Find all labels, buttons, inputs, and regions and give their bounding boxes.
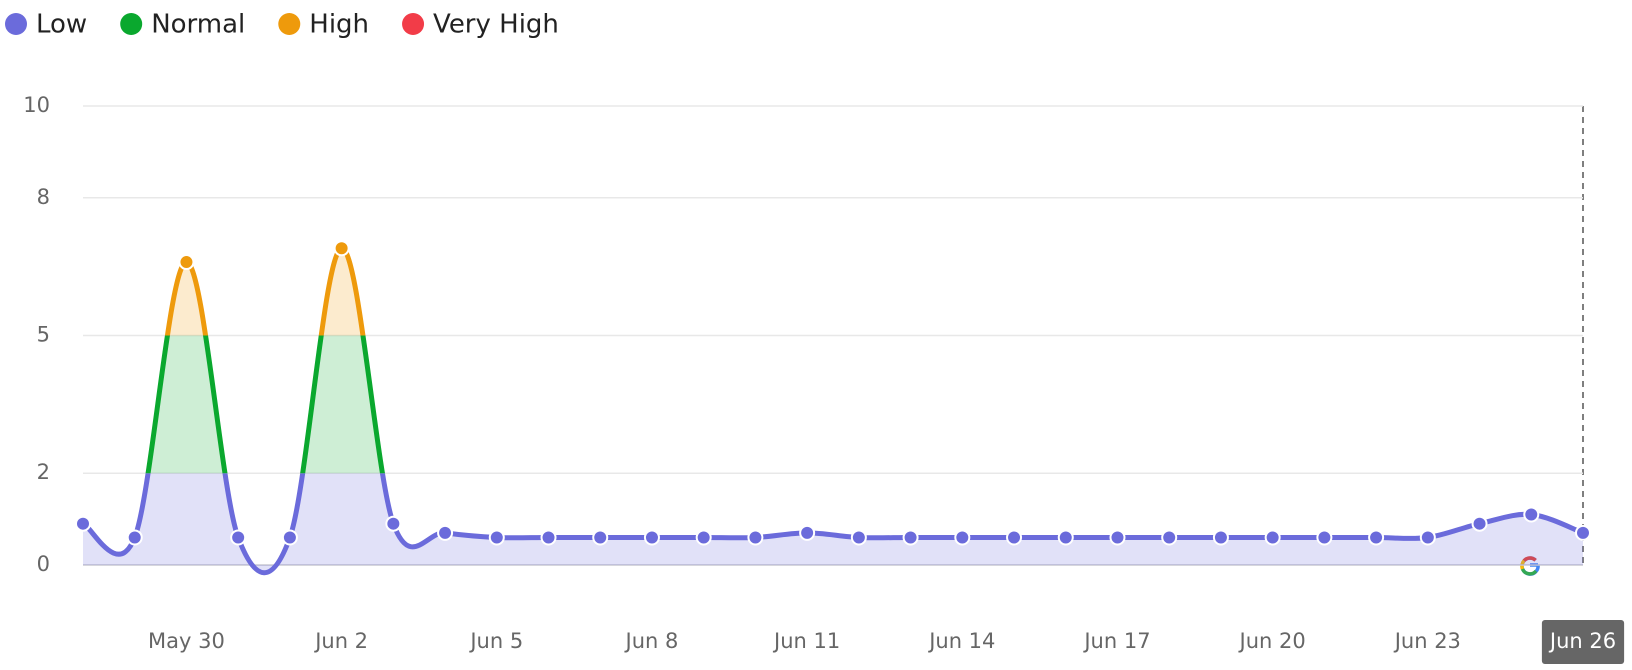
y-tick-label: 2: [37, 460, 50, 484]
point: [1109, 529, 1126, 546]
point: [1006, 529, 1023, 546]
x-tick-label: Jun 23: [1393, 629, 1461, 653]
area: [83, 473, 1583, 573]
x-tick-label: May 30: [148, 629, 225, 653]
y-tick-label: 8: [37, 185, 50, 209]
point: [1575, 524, 1591, 541]
point: [1368, 529, 1385, 546]
legend-label: Very High: [433, 10, 559, 40]
point: [437, 524, 454, 541]
x-tick-label: Jun 14: [927, 629, 995, 653]
point: [1212, 529, 1229, 546]
point: [333, 240, 350, 257]
y-tick-label: 5: [37, 323, 50, 347]
area: [148, 335, 383, 474]
point: [1316, 529, 1333, 546]
point: [281, 529, 298, 546]
point: [1523, 506, 1540, 523]
x-tick-label: Jun 2: [313, 629, 368, 653]
legend-marker: [402, 13, 425, 35]
legend-label: Normal: [151, 10, 245, 40]
point: [643, 529, 660, 546]
legend-marker: [5, 13, 27, 35]
point: [488, 529, 505, 546]
point: [592, 529, 609, 546]
x-tick-label: Jun 8: [624, 629, 679, 653]
area: [167, 248, 364, 336]
point: [747, 529, 764, 546]
legend-marker: [120, 13, 143, 35]
x-tick-label: Jun 20: [1238, 629, 1306, 653]
point: [902, 529, 919, 546]
point: [1161, 529, 1178, 546]
legend-label: Low: [36, 10, 87, 40]
x-tick-label: Jun 11: [772, 629, 840, 653]
point: [1419, 529, 1436, 546]
google-update-icon: [1518, 554, 1542, 578]
y-tick-label: 0: [37, 552, 50, 576]
point: [1471, 515, 1488, 532]
point: [695, 529, 712, 546]
x-tick-label: Jun 5: [468, 629, 523, 653]
legend-label: High: [309, 10, 369, 40]
point: [850, 529, 867, 546]
point: [230, 529, 247, 546]
point: [385, 515, 402, 532]
point: [540, 529, 557, 546]
point: [75, 515, 91, 532]
point: [954, 529, 971, 546]
x-tick-label: Jun 17: [1082, 629, 1150, 653]
point: [799, 524, 816, 541]
x-tick-label: Jun 26: [1548, 629, 1616, 653]
current-date-badge: [1541, 620, 1625, 664]
legend-marker: [278, 13, 301, 35]
point: [178, 254, 195, 271]
y-tick-label: 10: [23, 93, 50, 117]
point: [126, 529, 143, 546]
point: [1057, 529, 1074, 546]
point: [1264, 529, 1281, 546]
